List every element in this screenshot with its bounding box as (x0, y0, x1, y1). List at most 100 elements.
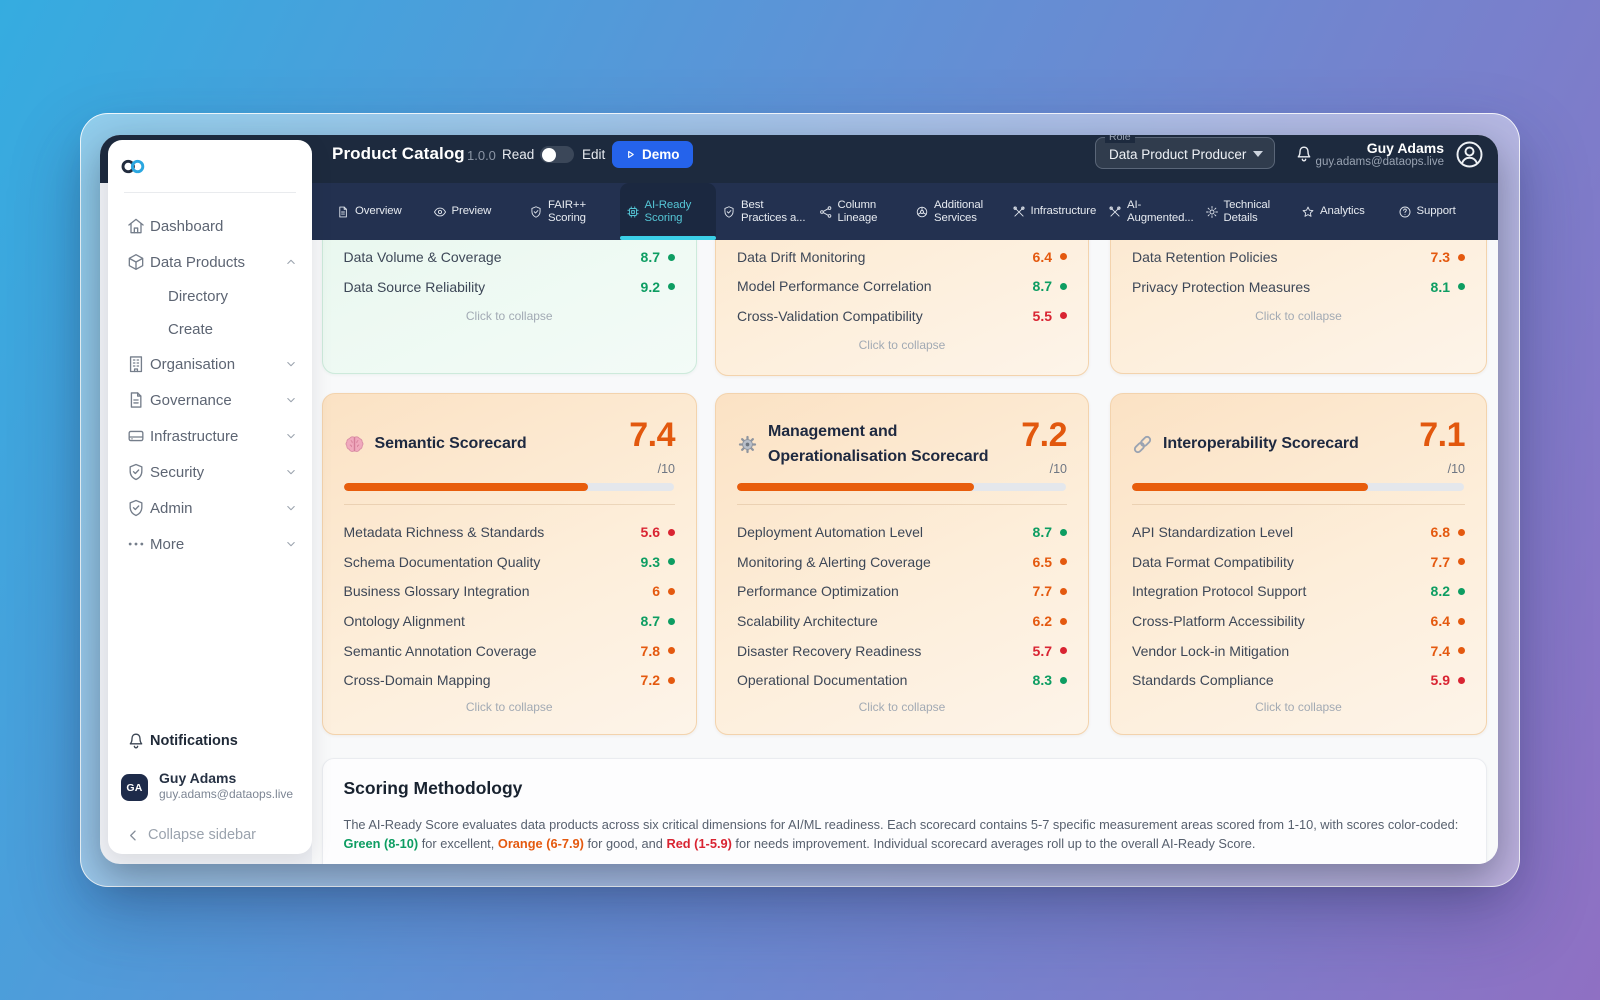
sidebar-item-notifications[interactable]: Notifications (108, 723, 312, 759)
measurement-label: Semantic Annotation Coverage (343, 642, 537, 659)
tab-infrastructure[interactable]: Infrastructure (1006, 183, 1103, 240)
building-icon (126, 354, 146, 374)
sidebar-item-governance[interactable]: Governance (108, 382, 312, 418)
read-edit-toggle[interactable] (540, 146, 574, 163)
scorecard-interoperability-scorecard[interactable]: Interoperability Scorecard 7.1/10 API Stan… (1110, 393, 1487, 735)
scorecard-progress-fill (737, 482, 974, 491)
scorecard-semantic-scorecard[interactable]: Semantic Scorecard 7.4/10 Metadata Richnes… (321, 393, 697, 735)
measurement-label: Vendor Lock-in Mitigation (1132, 642, 1290, 659)
tab-label: AI- Augmented... (1125, 199, 1194, 225)
tab-technical-details[interactable]: Technical Details (1199, 183, 1296, 240)
score-status-dot (668, 676, 675, 684)
measurement-score-group: 8.2 (1431, 583, 1465, 599)
sidebar-item-directory[interactable]: Directory (108, 280, 312, 313)
measurement-row: Cross-Validation Compatibility 5.5 (737, 306, 1067, 326)
sidebar-item-security[interactable]: Security (108, 454, 312, 490)
scorecard-progress-track (737, 482, 1066, 491)
sidebar-item-create[interactable]: Create (108, 313, 312, 346)
play-icon (625, 149, 636, 160)
tab-column-lineage[interactable]: Column Lineage (813, 183, 910, 240)
chevron-down-icon (284, 501, 298, 515)
score-status-dot (1060, 253, 1067, 260)
header-user-name: Guy Adams (1366, 140, 1444, 156)
measurement-card[interactable]: Data Volume & Coverage 8.7 Data Source Rel… (321, 240, 697, 374)
sidebar-item-data-products[interactable]: Data Products (108, 244, 312, 280)
tab-preview[interactable]: Preview (427, 183, 524, 240)
tab-fair-scoring[interactable]: FAIR++ Scoring (523, 183, 620, 240)
sidebar-item-infrastructure[interactable]: Infrastructure (108, 418, 312, 454)
measurement-card[interactable]: Data Retention Policies 7.3 Privacy Protec… (1110, 240, 1487, 374)
sidebar-user-name: Guy Adams (159, 770, 237, 786)
tab-label-line1: Support (1416, 205, 1456, 217)
score-status-dot (668, 558, 675, 566)
scorecard-score-denominator: /10 (1447, 462, 1465, 476)
tab-label-line1: Analytics (1320, 205, 1365, 217)
dataops-logo-icon[interactable] (120, 158, 146, 175)
score-status-dot (1458, 528, 1465, 536)
collapse-hint[interactable]: Click to collapse (465, 309, 553, 323)
collapse-hint[interactable]: Click to collapse (858, 337, 946, 352)
tab-overview[interactable]: Overview (330, 183, 427, 240)
user-avatar-icon[interactable] (1454, 139, 1485, 170)
scorecard-rows: API Standardization Level 6.8 Data Format … (1132, 517, 1465, 695)
score-status-dot (1458, 587, 1465, 595)
measurement-score-group: 9.2 (641, 279, 675, 295)
tab-label: FAIR++ Scoring (546, 199, 586, 225)
methodology-text-segment: The AI-Ready Score evaluates data produc… (343, 817, 1459, 832)
collapse-hint[interactable]: Click to collapse (465, 699, 553, 714)
shield-check-icon (529, 205, 543, 219)
score-status-dot (1060, 676, 1067, 684)
sidebar-item-label: Dashboard (150, 217, 224, 235)
role-select[interactable]: Role Data Product Producer (1095, 135, 1275, 169)
scorecard-score-value: 7.2 (1021, 416, 1067, 454)
measurement-row: API Standardization Level 6.8 (1132, 517, 1465, 547)
scorecard-management-and-operationalisation-scorecard[interactable]: Management and Operationalisation Scorec… (715, 393, 1089, 735)
measurement-score: 5.5 (1032, 307, 1052, 324)
measurement-row: Scalability Architecture 6.2 (737, 606, 1067, 636)
sidebar-item-organisation[interactable]: Organisation (108, 346, 312, 382)
sidebar-user[interactable]: GA Guy Adams guy.adams@dataops.live (121, 770, 304, 803)
measurement-row: Vendor Lock-in Mitigation 7.4 (1132, 636, 1465, 666)
collapse-hint[interactable]: Click to collapse (858, 699, 946, 714)
measurement-label: Cross-Validation Compatibility (737, 307, 923, 324)
scorecard-score: 7.4/10 (629, 415, 675, 477)
measurement-row: Integration Protocol Support 8.2 (1132, 577, 1465, 607)
measurement-row: Business Glossary Integration 6 (344, 577, 675, 607)
tab-label: Additional Services (932, 199, 983, 225)
demo-button[interactable]: Demo (612, 141, 693, 168)
tab-label: AI-Ready Scoring (643, 199, 692, 225)
notification-bell-icon[interactable] (1294, 144, 1314, 164)
sidebar-item-label: Data Products (150, 253, 246, 271)
tab-ai-augmented[interactable]: AI- Augmented... (1102, 183, 1199, 240)
tab-ai-ready-scoring[interactable]: AI-Ready Scoring (619, 183, 716, 240)
measurement-score: 5.9 (1430, 672, 1450, 689)
tab-additional-services[interactable]: Additional Services (909, 183, 1006, 240)
sidebar-item-dashboard[interactable]: Dashboard (108, 208, 312, 244)
chip-icon (626, 205, 640, 219)
measurement-score-group: 7.7 (1033, 583, 1067, 599)
collapse-sidebar-button[interactable]: Collapse sidebar (108, 818, 312, 852)
tab-support[interactable]: Support (1392, 183, 1489, 240)
tab-best-practices-a[interactable]: Best Practices a... (716, 183, 813, 240)
sidebar-item-more[interactable]: More (108, 526, 312, 562)
score-status-dot (1060, 587, 1067, 595)
collapse-hint[interactable]: Click to collapse (1255, 308, 1342, 323)
measurement-row: Semantic Annotation Coverage 7.8 (343, 636, 675, 666)
score-status-dot (668, 528, 675, 536)
collapse-hint[interactable]: Click to collapse (1255, 699, 1342, 714)
cube-icon (126, 252, 146, 272)
notifications-label: Notifications (150, 733, 238, 749)
tab-label-line1: FAIR++ (548, 198, 587, 211)
methodology-text: The AI-Ready Score evaluates data produc… (344, 815, 1463, 853)
measurement-card[interactable]: Data Drift Monitoring 6.4 Model Performanc… (715, 240, 1089, 376)
sidebar-item-admin[interactable]: Admin (108, 490, 312, 526)
tab-label: Best Practices a... (739, 199, 806, 225)
tab-analytics[interactable]: Analytics (1295, 183, 1392, 240)
sidebar-menu: Dashboard Data Products Directory Create Org… (108, 208, 312, 562)
chevron-down-icon (1253, 151, 1263, 157)
scorecard-divider (737, 504, 1067, 505)
measurement-score-group: 9.3 (641, 554, 675, 570)
measurement-row: Privacy Protection Measures 8.1 (1132, 277, 1465, 297)
measurement-row: Metadata Richness & Standards 5.6 (344, 517, 675, 547)
measurement-label: Data Drift Monitoring (737, 248, 866, 265)
